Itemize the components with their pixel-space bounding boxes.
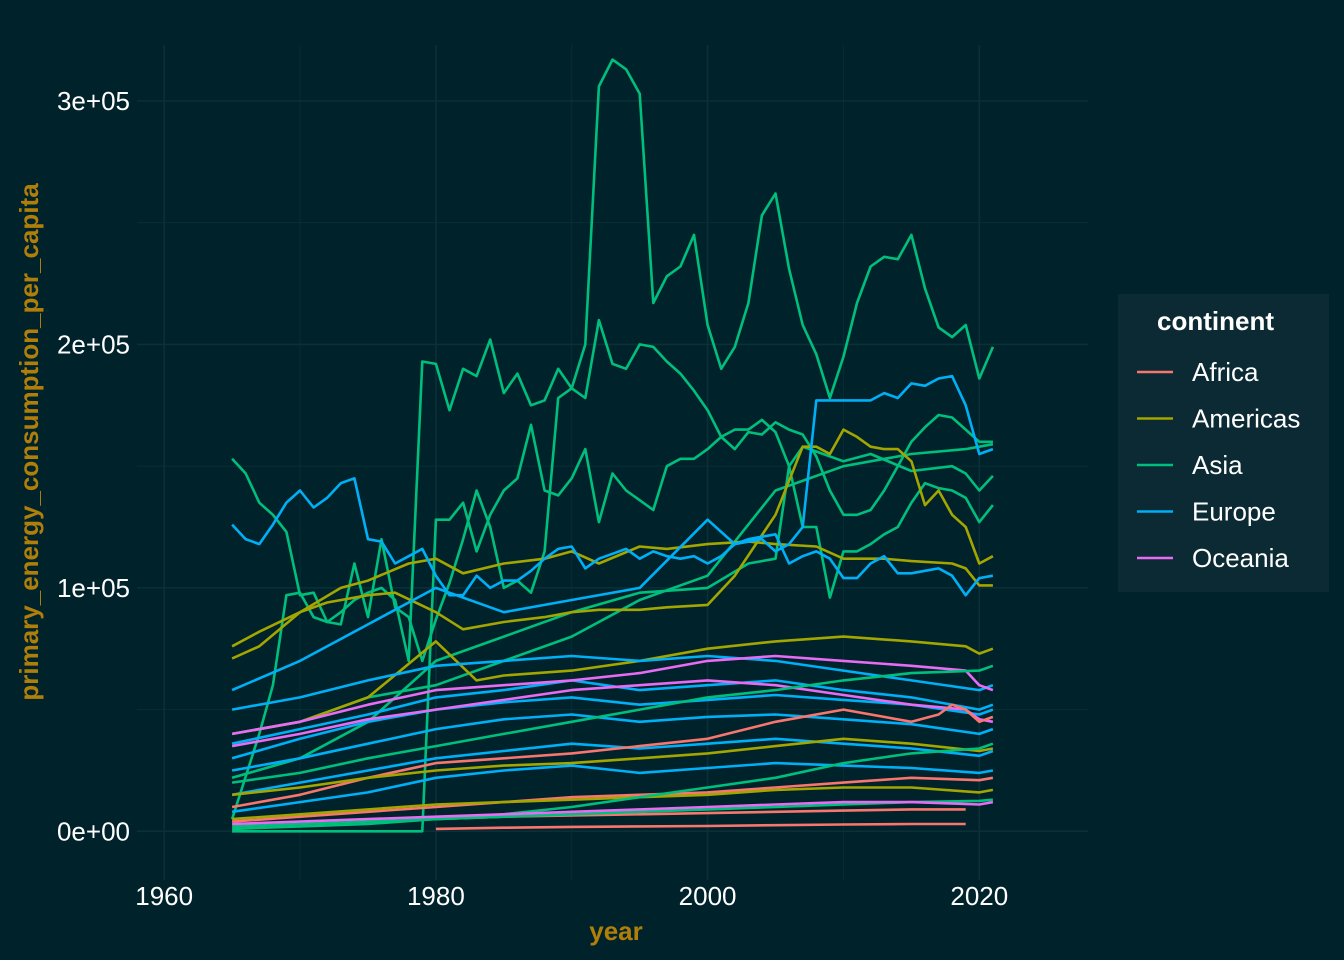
- series-line: [231, 540, 993, 648]
- series-line: [231, 737, 994, 797]
- series-line: [231, 445, 994, 780]
- series-line: [232, 776, 994, 823]
- x-tick-label: 1980: [407, 881, 465, 911]
- series-line: [231, 428, 994, 660]
- grid-lines: [137, 45, 1088, 880]
- series-line: [231, 761, 994, 814]
- series-line: [231, 737, 994, 797]
- legend-label: Africa: [1192, 357, 1259, 387]
- series-line: [231, 374, 994, 692]
- series-lines: [230, 58, 995, 833]
- series-line: [231, 679, 994, 748]
- series-line: [435, 822, 966, 831]
- series-line: [232, 418, 994, 833]
- y-tick-label: 3e+05: [57, 86, 130, 116]
- series-line: [230, 58, 995, 820]
- y-tick-label: 2e+05: [57, 329, 130, 359]
- series-line: [231, 654, 994, 711]
- series-line: [231, 703, 994, 809]
- series-line: [231, 318, 993, 663]
- legend-label: Europe: [1192, 497, 1276, 527]
- series-line: [232, 742, 994, 831]
- legend-items: Africa Americas Asia Europe Oceania: [1137, 357, 1300, 573]
- series-line: [231, 476, 994, 597]
- series-line: [231, 654, 994, 736]
- series-line: [231, 442, 994, 736]
- y-tick-label: 0e+00: [57, 816, 130, 846]
- x-tick-label: 2000: [679, 881, 737, 911]
- series-line: [231, 664, 994, 784]
- legend-label: Americas: [1192, 404, 1300, 434]
- legend: continent Africa Americas Asia Europe Oceani…: [1118, 294, 1329, 592]
- y-axis-ticks: 0e+00 1e+05 2e+05 3e+05: [57, 86, 130, 846]
- series-line: [231, 713, 994, 772]
- x-axis-title: year: [589, 916, 643, 946]
- x-axis-ticks: 1960 1980 2000 2020: [135, 881, 1008, 911]
- y-tick-label: 1e+05: [57, 573, 130, 603]
- legend-title: continent: [1157, 306, 1274, 336]
- x-tick-label: 1960: [135, 881, 193, 911]
- y-axis-title: primary_energy_consumption_per_capita: [14, 183, 44, 701]
- x-tick-label: 2020: [950, 881, 1008, 911]
- series-line: [232, 800, 994, 826]
- legend-label: Oceania: [1192, 543, 1289, 573]
- legend-background: [1118, 294, 1329, 592]
- series-line: [231, 679, 994, 745]
- legend-label: Asia: [1192, 450, 1243, 480]
